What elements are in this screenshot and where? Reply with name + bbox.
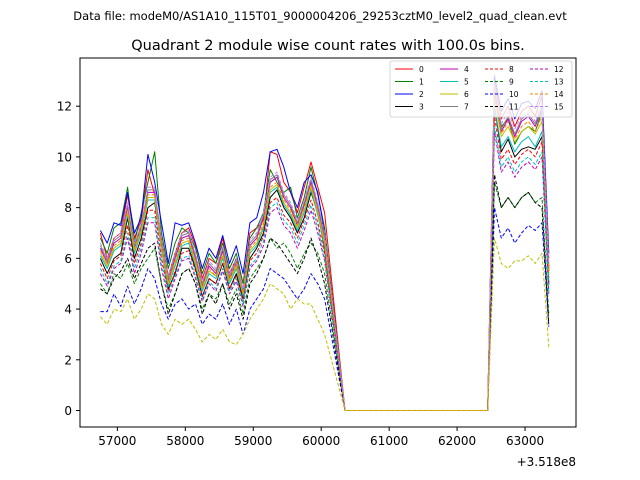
legend-label: 7 xyxy=(464,103,469,112)
legend-label: 14 xyxy=(554,90,564,99)
x-tick-label: 60000 xyxy=(302,434,340,448)
legend-label: 15 xyxy=(554,103,564,112)
series-line-11 xyxy=(100,174,550,411)
x-tick-label: 59000 xyxy=(234,434,272,448)
legend-label: 0 xyxy=(419,65,424,74)
legend-label: 5 xyxy=(464,78,469,87)
series-line-6 xyxy=(99,98,550,411)
x-axis: 57000 58000 59000 60000 61000 62000 63000 xyxy=(98,427,544,448)
x-tick-label: 57000 xyxy=(98,434,136,448)
x-tick-label: 62000 xyxy=(438,434,476,448)
legend-label: 12 xyxy=(554,65,564,74)
series-line-extra-16 xyxy=(100,237,550,411)
legend-label: 1 xyxy=(419,78,424,87)
y-tick-label: 2 xyxy=(64,353,72,367)
y-tick-label: 8 xyxy=(64,201,72,215)
y-tick-label: 4 xyxy=(64,303,72,317)
legend-label: 6 xyxy=(464,90,469,99)
legend-label: 8 xyxy=(509,65,514,74)
legend-label: 2 xyxy=(419,90,424,99)
legend-label: 10 xyxy=(509,90,519,99)
y-axis: 0 2 4 6 8 10 12 xyxy=(57,100,80,418)
y-tick-label: 12 xyxy=(57,100,72,114)
series-line-9 xyxy=(99,181,550,411)
x-tick-label: 58000 xyxy=(166,434,204,448)
legend-label: 4 xyxy=(464,65,469,74)
series-line-10 xyxy=(100,207,550,411)
x-offset-label: +3.518e8 xyxy=(517,455,576,469)
legend-label: 3 xyxy=(419,103,424,112)
series-line-13 xyxy=(99,126,550,411)
series-line-3 xyxy=(99,105,550,411)
y-tick-label: 0 xyxy=(64,404,72,418)
legend-label: 9 xyxy=(509,78,514,87)
series-line-8 xyxy=(99,115,550,411)
legend-label: 13 xyxy=(554,78,564,87)
y-tick-label: 6 xyxy=(64,252,72,266)
chart-title: Quadrant 2 module wise count rates with … xyxy=(131,38,525,54)
legend-box xyxy=(389,60,573,118)
suptitle: Data file: modeM0/AS1A10_115T01_90000042… xyxy=(73,9,567,23)
series-layer xyxy=(99,75,550,411)
y-tick-label: 10 xyxy=(57,150,72,164)
plot-frame xyxy=(79,57,577,428)
x-tick-label: 63000 xyxy=(506,434,544,448)
legend-label: 11 xyxy=(509,103,519,112)
x-tick-label: 61000 xyxy=(370,434,408,448)
series-line-14 xyxy=(99,93,550,411)
